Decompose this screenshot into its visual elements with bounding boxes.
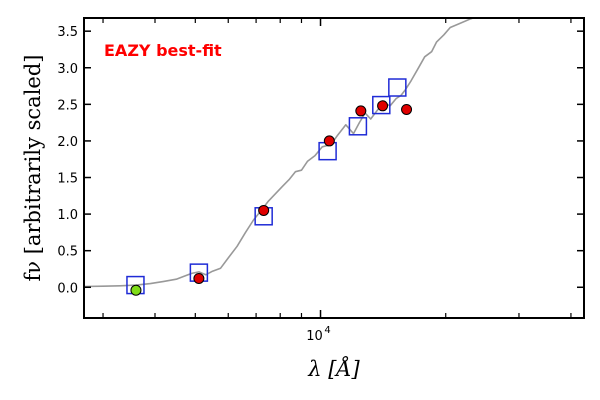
text-layer: EAZY best-fit λ [Å] fν [arbitrarily scal… [21,41,361,381]
template-flux-square-5 [348,117,368,136]
observed-flux-point-3-5 [377,100,389,112]
template-flux-square-7 [388,78,407,97]
y-tick-label: 2.0 [57,135,78,150]
observed-flux-layer [130,100,413,296]
y-tick-label: 0.0 [57,281,78,296]
template-spectrum-line [84,18,476,288]
x-tick-label-exponent: 4 [324,325,330,336]
observed-flux-point-3-6 [401,103,413,115]
axes-layer: 0.0 0.5 1.0 1.5 2.0 2.5 3.0 3.5 10 4 [57,17,585,344]
annotation-label: EAZY best-fit [104,41,222,60]
observed-flux-point-3-2 [258,204,270,216]
y-tick-label: 1.5 [57,172,78,187]
template-line-layer [84,18,476,288]
y-tick-label: 0.5 [57,245,78,260]
observed-flux-point-3-4 [355,105,367,117]
y-axis-label: fν [arbitrarily scaled] [21,55,45,282]
y-tick-label: 3.0 [57,62,78,77]
observed-flux-point-3-1 [193,272,205,284]
observed-flux-point-3-3 [323,135,335,147]
observed-flux-point-4-1 [130,284,142,296]
template-flux-square-6 [372,95,391,115]
x-tick-label: 10 [306,329,323,344]
y-tick-label: 3.5 [57,25,78,40]
x-axis-label: λ [Å] [307,356,360,381]
y-tick-label: 1.0 [57,208,78,223]
plot-frame [83,17,585,319]
y-tick-label: 2.5 [57,98,78,113]
